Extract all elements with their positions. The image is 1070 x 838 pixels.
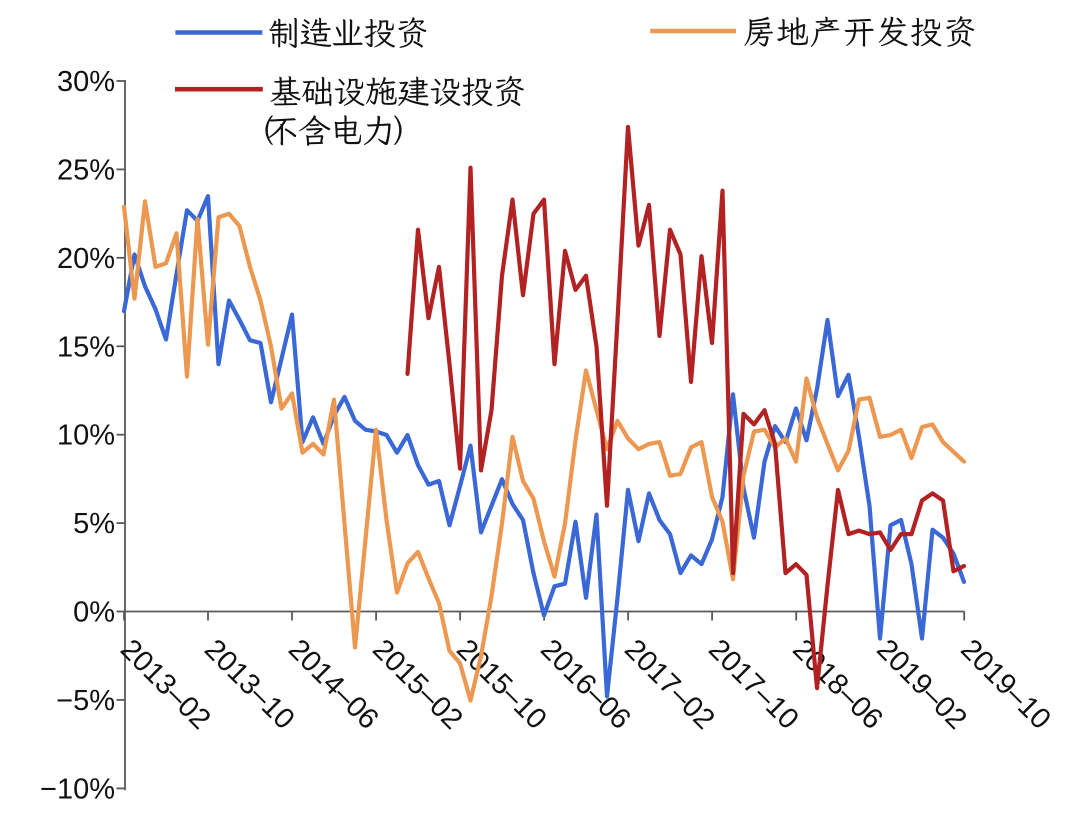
svg-text:0%: 0% bbox=[73, 597, 115, 629]
svg-text:20%: 20% bbox=[57, 243, 115, 275]
svg-text:−10%: −10% bbox=[40, 773, 115, 805]
svg-text:25%: 25% bbox=[57, 154, 115, 186]
svg-text:10%: 10% bbox=[57, 420, 115, 452]
svg-text:30%: 30% bbox=[57, 66, 115, 98]
svg-text:−5%: −5% bbox=[56, 685, 115, 717]
svg-text:15%: 15% bbox=[57, 331, 115, 363]
svg-text:5%: 5% bbox=[73, 508, 115, 540]
